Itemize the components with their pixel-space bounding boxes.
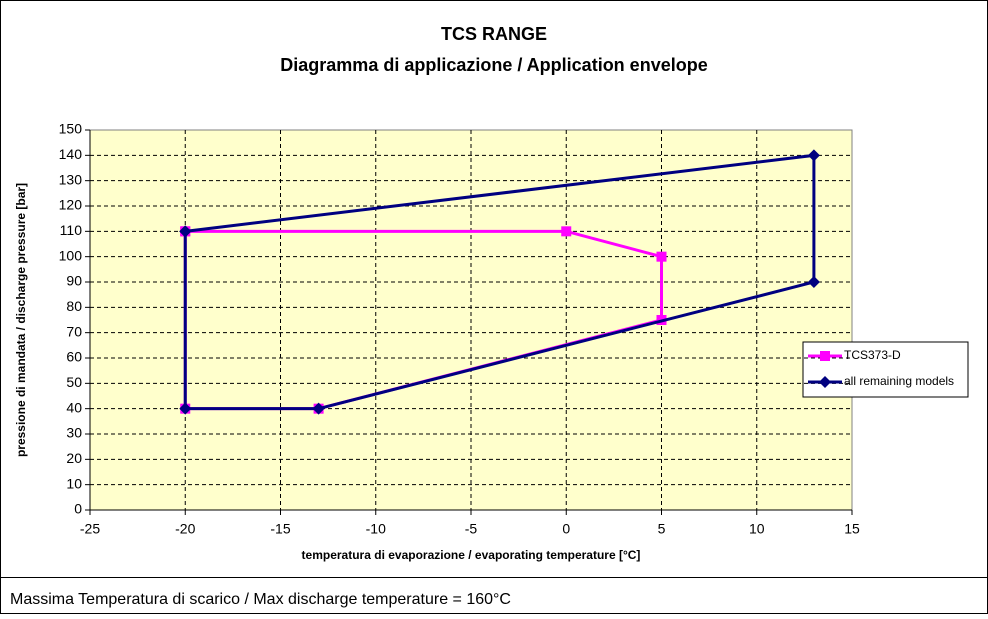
- y-tick-label: 140: [59, 146, 83, 162]
- y-tick-label: 30: [66, 425, 82, 441]
- marker: [807, 276, 820, 288]
- y-axis-label: pressione di mandata / discharge pressur…: [14, 183, 28, 457]
- y-tick-label: 20: [66, 450, 82, 466]
- y-tick-label: 60: [66, 349, 82, 365]
- y-tick-label: 120: [59, 197, 83, 213]
- marker: [656, 251, 667, 262]
- x-tick-label: -10: [366, 521, 386, 537]
- marker: [312, 402, 325, 415]
- y-tick-label: 100: [59, 247, 83, 263]
- x-tick-label: 5: [658, 521, 666, 537]
- legend: [802, 341, 969, 398]
- y-tick-label: 150: [59, 121, 83, 137]
- x-tick-label: -25: [80, 521, 100, 537]
- y-tick-label: 70: [66, 323, 82, 339]
- chart-title: TCS RANGE: [441, 24, 547, 44]
- x-tick-label: -20: [175, 521, 195, 537]
- y-tick-label: 80: [66, 298, 82, 314]
- legend-label: all remaining models: [844, 374, 954, 388]
- marker: [807, 149, 820, 162]
- y-tick-label: 50: [66, 374, 82, 390]
- series-line: [183, 153, 816, 411]
- x-tick-label: 10: [749, 521, 765, 537]
- legend-marker: [820, 351, 830, 361]
- y-tick-label: 40: [66, 399, 82, 415]
- marker: [179, 225, 192, 238]
- y-tick-label: 0: [74, 501, 82, 517]
- marker: [179, 402, 192, 415]
- x-tick-label: 15: [844, 521, 860, 537]
- x-tick-label: 0: [562, 521, 570, 537]
- y-tick-label: 110: [60, 222, 83, 238]
- x-tick-label: -5: [465, 521, 478, 537]
- legend-marker: [819, 376, 831, 388]
- annotation: Massima Temperatura di scarico / Max dis…: [10, 591, 511, 608]
- x-axis-label: temperatura di evaporazione / evaporatin…: [302, 548, 641, 562]
- x-tick-label: -15: [270, 521, 290, 537]
- y-tick-label: 90: [66, 273, 82, 289]
- legend-label: TCS373-D: [844, 348, 901, 362]
- chart-subtitle: Diagramma di applicazione / Application …: [280, 55, 707, 75]
- y-tick-label: 10: [66, 475, 82, 491]
- y-tick-label: 130: [59, 171, 83, 187]
- marker: [561, 226, 572, 237]
